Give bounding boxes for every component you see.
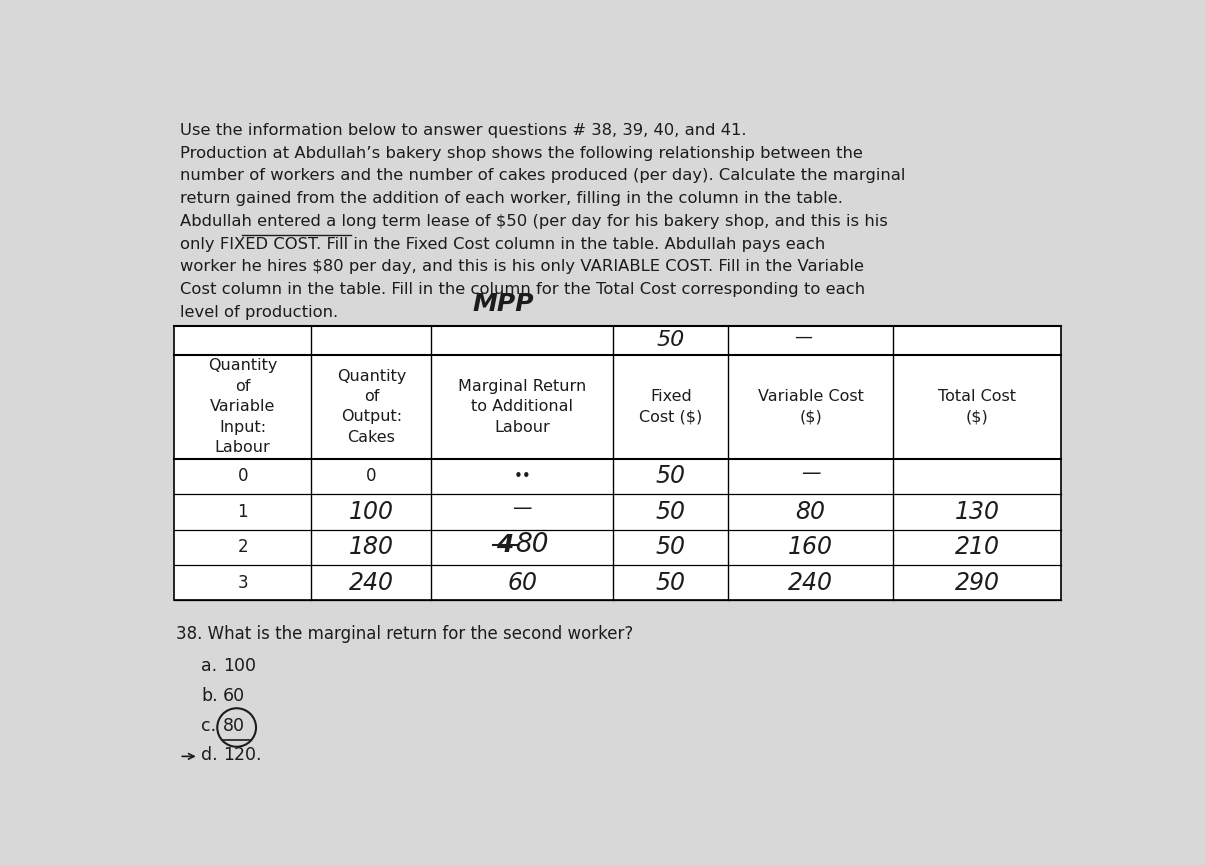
Text: Use the information below to answer questions # 38, 39, 40, and 41.: Use the information below to answer ques… (180, 123, 747, 138)
Text: 60: 60 (507, 571, 537, 595)
Text: Quantity
of
Output:
Cakes: Quantity of Output: Cakes (336, 368, 406, 445)
Text: 130: 130 (954, 500, 999, 524)
Text: 0: 0 (237, 467, 248, 485)
Text: Variable Cost
($): Variable Cost ($) (758, 389, 864, 425)
Text: 240: 240 (788, 571, 833, 595)
Text: ••: •• (513, 469, 531, 484)
Text: 180: 180 (348, 535, 394, 560)
Text: Marginal Return
to Additional
Labour: Marginal Return to Additional Labour (458, 379, 587, 435)
Text: 100: 100 (223, 657, 255, 676)
Text: Quantity
of
Variable
Input:
Labour: Quantity of Variable Input: Labour (208, 358, 277, 455)
Text: Abdullah entered a long term lease of $50 (per day for his bakery shop, and this: Abdullah entered a long term lease of $5… (180, 214, 888, 229)
Text: level of production.: level of production. (180, 304, 339, 320)
Text: 50: 50 (657, 330, 684, 350)
Text: 50: 50 (656, 500, 686, 524)
Text: 80: 80 (515, 532, 548, 558)
Text: 160: 160 (788, 535, 833, 560)
Text: worker he hires $80 per day, and this is his only VARIABLE COST. Fill in the Var: worker he hires $80 per day, and this is… (180, 260, 864, 274)
Text: 1: 1 (237, 503, 248, 521)
Text: 100: 100 (348, 500, 394, 524)
Text: 210: 210 (954, 535, 999, 560)
Text: 3: 3 (237, 573, 248, 592)
Text: d.: d. (201, 746, 218, 765)
Text: b.: b. (201, 687, 218, 705)
Text: —: — (794, 328, 812, 346)
Text: return gained from the addition of each worker, filling in the column in the tab: return gained from the addition of each … (180, 191, 843, 206)
Text: —: — (512, 499, 531, 518)
Text: 50: 50 (656, 535, 686, 560)
Text: number of workers and the number of cakes produced (per day). Calculate the marg: number of workers and the number of cake… (180, 169, 905, 183)
Text: 50: 50 (656, 571, 686, 595)
Text: —: — (801, 464, 821, 483)
Text: 120.: 120. (223, 746, 261, 765)
Text: 240: 240 (348, 571, 394, 595)
Text: .: . (676, 327, 683, 346)
Text: only FIXED COST. Fill in the Fixed Cost column in the table. Abdullah pays each: only FIXED COST. Fill in the Fixed Cost … (180, 237, 825, 252)
Text: 290: 290 (954, 571, 999, 595)
Text: 0: 0 (366, 467, 377, 485)
Text: 38. What is the marginal return for the second worker?: 38. What is the marginal return for the … (176, 625, 634, 643)
Text: Production at Abdullah’s bakery shop shows the following relationship between th: Production at Abdullah’s bakery shop sho… (180, 146, 863, 161)
Text: 60: 60 (223, 687, 245, 705)
Text: Total Cost
($): Total Cost ($) (937, 389, 1016, 425)
Text: 80: 80 (795, 500, 825, 524)
Text: Fixed
Cost ($): Fixed Cost ($) (639, 389, 703, 425)
Text: 2: 2 (237, 538, 248, 556)
Text: 50: 50 (656, 465, 686, 489)
Text: a.: a. (201, 657, 217, 676)
Text: MPP: MPP (472, 292, 534, 317)
Bar (174, 325, 1062, 600)
Text: 80: 80 (223, 717, 245, 734)
Text: Cost column in the table. Fill in the column for the Total Cost corresponding to: Cost column in the table. Fill in the co… (180, 282, 865, 297)
Text: c.: c. (201, 717, 216, 734)
Text: 4: 4 (496, 533, 513, 557)
